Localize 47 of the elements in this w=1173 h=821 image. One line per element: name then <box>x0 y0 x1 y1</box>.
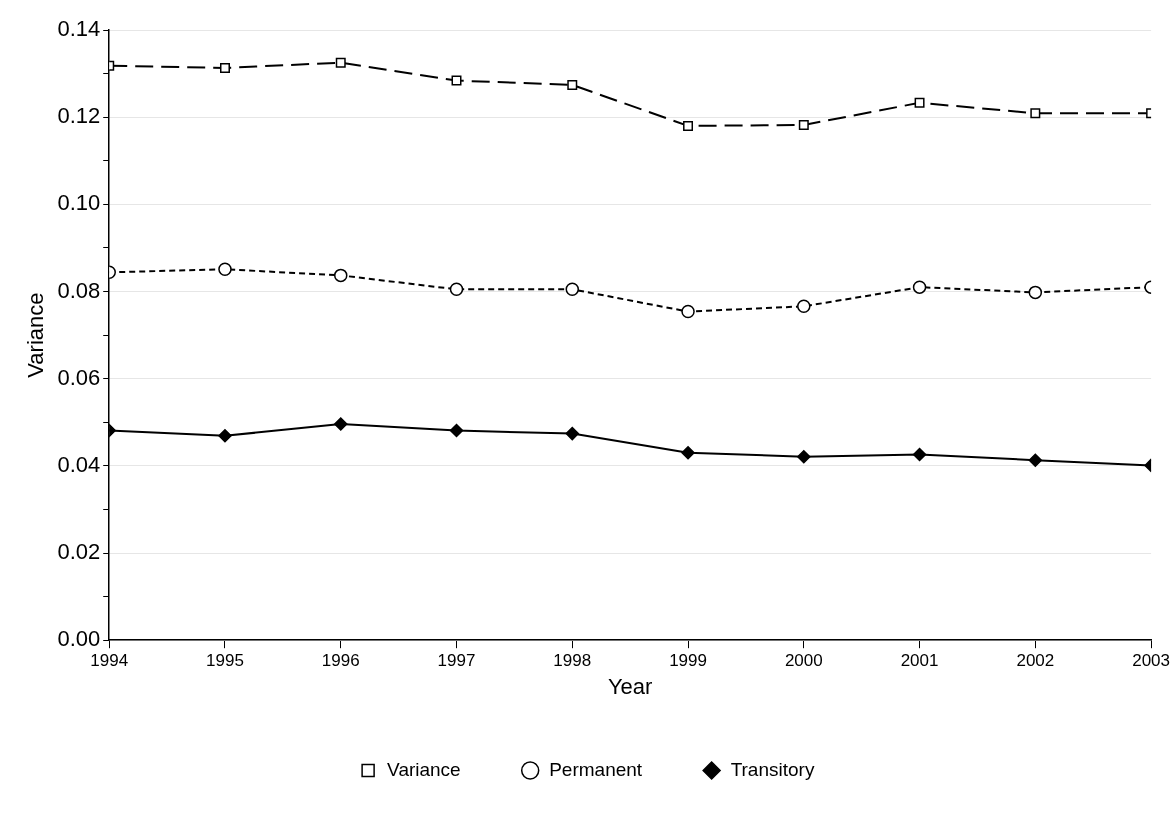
legend-label: Variance <box>387 758 461 780</box>
y-tick-label: 0.02 <box>57 539 101 565</box>
point <box>914 97 925 108</box>
x-tick-label: 2003 <box>1132 651 1170 671</box>
point <box>451 75 462 86</box>
x-tick-label: 2001 <box>900 651 939 671</box>
point <box>449 423 464 438</box>
y-tick-label: 0.04 <box>57 451 101 477</box>
y-tick-label: 0.14 <box>57 16 101 42</box>
point <box>449 282 464 297</box>
point <box>567 79 578 90</box>
point <box>565 426 580 441</box>
x-tick-label: 1995 <box>206 651 244 671</box>
point <box>219 62 230 73</box>
x-tick-label: 1994 <box>90 651 129 671</box>
point <box>218 429 232 443</box>
legend-label: Permanent <box>549 758 643 780</box>
y-tick-label: 0.12 <box>57 103 101 129</box>
x-tick-label: 1997 <box>437 651 476 671</box>
y-tick-label: 0.08 <box>57 277 101 303</box>
point <box>218 262 232 277</box>
y-tick-label: 0.00 <box>57 626 101 652</box>
x-tick-label: 2000 <box>784 651 823 671</box>
x-tick-label: 1996 <box>321 651 360 671</box>
y-axis-title: Variance <box>23 292 49 378</box>
point <box>335 57 346 68</box>
point <box>681 446 695 460</box>
x-tick-label: 2002 <box>1016 651 1055 671</box>
point <box>797 299 811 314</box>
point <box>1030 108 1041 119</box>
point <box>681 304 695 319</box>
y-tick-label: 0.06 <box>57 364 101 390</box>
point <box>797 449 811 464</box>
legend-label: Transitory <box>730 758 815 780</box>
point <box>798 120 809 131</box>
point <box>334 268 348 283</box>
point <box>1028 285 1043 300</box>
point <box>334 417 348 431</box>
point <box>1028 453 1043 467</box>
x-tick-label: 1999 <box>669 651 707 671</box>
point <box>912 447 927 462</box>
y-tick-label: 0.10 <box>57 190 101 216</box>
point <box>912 280 927 294</box>
point <box>683 120 694 131</box>
x-axis-title: Year <box>607 673 653 699</box>
x-tick-label: 1998 <box>553 651 592 671</box>
point <box>565 282 580 297</box>
